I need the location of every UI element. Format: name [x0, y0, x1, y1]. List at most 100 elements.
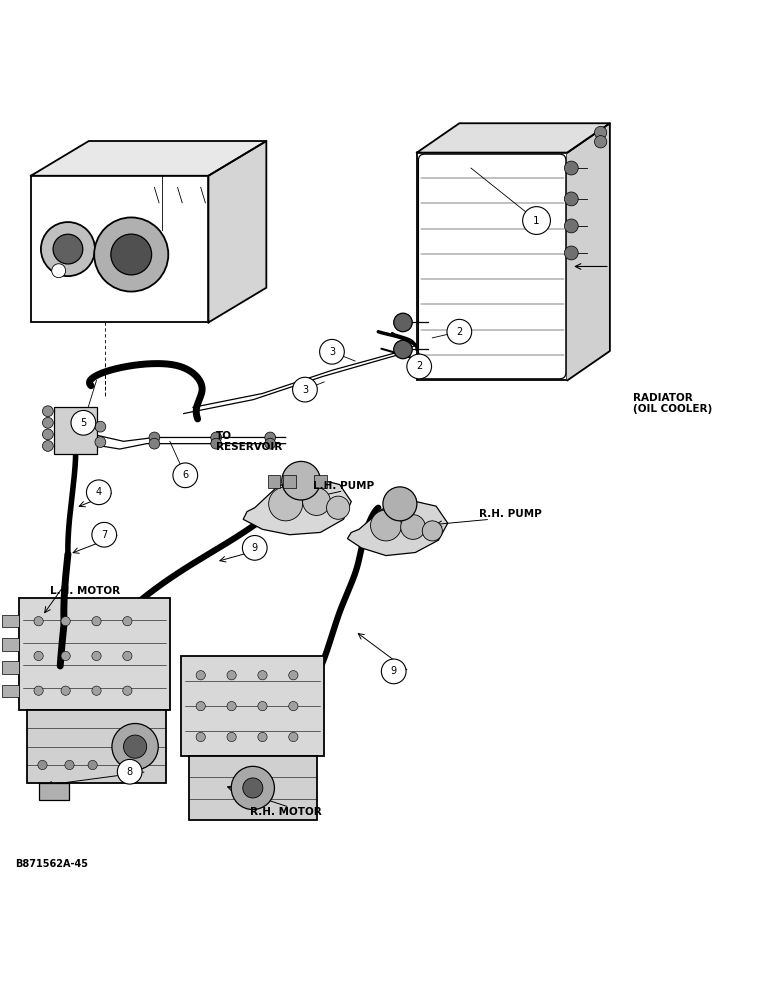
Circle shape: [117, 759, 142, 784]
Text: 2: 2: [456, 327, 462, 337]
Bar: [189, 756, 317, 820]
Circle shape: [381, 659, 406, 684]
Polygon shape: [243, 477, 351, 535]
Circle shape: [71, 410, 96, 435]
Text: L.H. MOTOR: L.H. MOTOR: [50, 586, 120, 596]
Circle shape: [124, 735, 147, 758]
Circle shape: [41, 222, 95, 276]
Circle shape: [564, 161, 578, 175]
Circle shape: [123, 686, 132, 695]
Bar: [268, 475, 280, 488]
Text: L.H. PUMP: L.H. PUMP: [313, 481, 374, 491]
Text: 5: 5: [80, 418, 86, 428]
Circle shape: [258, 671, 267, 680]
Circle shape: [227, 701, 236, 711]
Circle shape: [123, 617, 132, 626]
Circle shape: [320, 339, 344, 364]
Circle shape: [111, 234, 151, 275]
Circle shape: [34, 686, 43, 695]
Circle shape: [112, 723, 158, 770]
Circle shape: [265, 432, 276, 443]
Circle shape: [371, 510, 401, 541]
Text: 9: 9: [252, 543, 258, 553]
Circle shape: [149, 438, 160, 449]
Circle shape: [42, 429, 53, 440]
Bar: [181, 656, 324, 756]
Polygon shape: [347, 500, 448, 556]
Circle shape: [34, 651, 43, 661]
Bar: [39, 783, 69, 800]
Text: 9: 9: [391, 666, 397, 676]
Circle shape: [95, 421, 106, 432]
Circle shape: [289, 732, 298, 742]
Circle shape: [42, 441, 53, 451]
Text: B871562A-45: B871562A-45: [15, 859, 89, 869]
Circle shape: [242, 536, 267, 560]
Text: TO
RESERVOIR: TO RESERVOIR: [216, 431, 283, 452]
Circle shape: [289, 701, 298, 711]
Circle shape: [564, 219, 578, 233]
Circle shape: [394, 340, 412, 359]
Circle shape: [42, 417, 53, 428]
Text: RADIATOR
(OIL COOLER): RADIATOR (OIL COOLER): [633, 393, 713, 414]
Circle shape: [42, 406, 53, 417]
Circle shape: [65, 760, 74, 770]
Circle shape: [258, 732, 267, 742]
Circle shape: [422, 521, 442, 541]
Circle shape: [94, 217, 168, 292]
Circle shape: [196, 701, 205, 711]
Text: 4: 4: [96, 487, 102, 497]
Circle shape: [232, 766, 275, 810]
Text: 8: 8: [127, 767, 133, 777]
Circle shape: [258, 701, 267, 711]
Circle shape: [594, 126, 607, 139]
Bar: [314, 475, 327, 488]
Polygon shape: [31, 141, 266, 176]
Circle shape: [53, 234, 83, 264]
Text: 3: 3: [329, 347, 335, 357]
Circle shape: [407, 354, 432, 379]
Circle shape: [594, 136, 607, 148]
Circle shape: [564, 246, 578, 260]
Text: R.H. PUMP: R.H. PUMP: [479, 509, 541, 519]
Circle shape: [34, 617, 43, 626]
Circle shape: [401, 515, 425, 539]
Circle shape: [92, 522, 117, 547]
Circle shape: [211, 438, 222, 449]
Circle shape: [61, 617, 70, 626]
Text: 6: 6: [182, 470, 188, 480]
Circle shape: [95, 437, 106, 448]
Circle shape: [92, 617, 101, 626]
Bar: [54, 407, 96, 454]
Circle shape: [196, 732, 205, 742]
Text: 7: 7: [101, 530, 107, 540]
Circle shape: [123, 651, 132, 661]
Bar: [417, 153, 567, 380]
Circle shape: [196, 671, 205, 680]
Polygon shape: [208, 141, 266, 322]
Circle shape: [173, 463, 198, 488]
Circle shape: [447, 319, 472, 344]
Circle shape: [61, 686, 70, 695]
Text: 3: 3: [302, 385, 308, 395]
Circle shape: [149, 432, 160, 443]
Circle shape: [289, 671, 298, 680]
Circle shape: [394, 313, 412, 332]
Circle shape: [38, 760, 47, 770]
Circle shape: [564, 192, 578, 206]
Circle shape: [88, 760, 97, 770]
Circle shape: [227, 732, 236, 742]
Text: 1: 1: [533, 216, 540, 226]
Bar: [283, 475, 296, 488]
Circle shape: [303, 488, 330, 515]
Bar: [2, 638, 19, 651]
Circle shape: [293, 377, 317, 402]
Bar: [19, 598, 170, 710]
Bar: [27, 710, 166, 783]
Circle shape: [242, 778, 262, 798]
Circle shape: [282, 461, 320, 500]
Circle shape: [327, 496, 350, 519]
Text: 2: 2: [416, 361, 422, 371]
Polygon shape: [417, 123, 610, 153]
Circle shape: [92, 651, 101, 661]
